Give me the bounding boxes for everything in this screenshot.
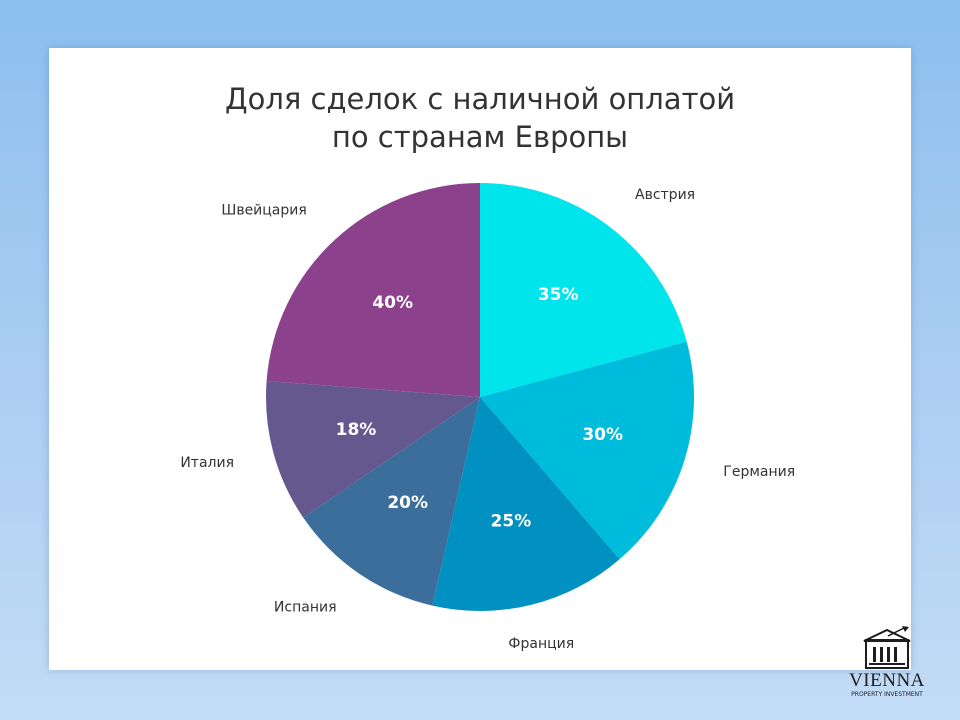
slice-value-label-2: 25% — [491, 512, 532, 532]
pie-slice-2 — [432, 397, 620, 611]
pie-slice-4 — [266, 381, 480, 518]
chart-title: Доля сделок с наличной оплатой по страна… — [0, 80, 960, 156]
slice-value-label-1: 30% — [582, 425, 623, 445]
bank-building-icon — [863, 626, 911, 669]
slice-value-label-4: 18% — [336, 420, 377, 440]
vienna-logo: VIENNA PROPERTY INVESTMENT — [844, 626, 930, 702]
slice-value-label-0: 35% — [538, 285, 579, 305]
slice-category-label-4: Италия — [180, 455, 234, 471]
chart-title-line-1: Доля сделок с наличной оплатой — [224, 82, 736, 116]
slice-value-label-5: 40% — [372, 293, 413, 313]
slice-value-label-3: 20% — [387, 493, 428, 513]
pie-slice-3 — [303, 397, 480, 606]
slice-category-label-2: Франция — [508, 636, 574, 652]
pie-slice-0 — [480, 183, 687, 397]
slice-category-label-5: Швейцария — [221, 202, 306, 218]
logo-subtitle: PROPERTY INVESTMENT — [851, 691, 923, 698]
slice-category-label-3: Испания — [274, 599, 337, 615]
logo-name: VIENNA — [849, 670, 925, 691]
slice-category-label-0: Австрия — [635, 187, 695, 203]
pie-slice-5 — [266, 183, 480, 397]
slice-category-label-1: Германия — [723, 464, 795, 480]
pie-slice-1 — [480, 341, 695, 560]
chart-title-line-2: по странам Европы — [331, 120, 629, 154]
